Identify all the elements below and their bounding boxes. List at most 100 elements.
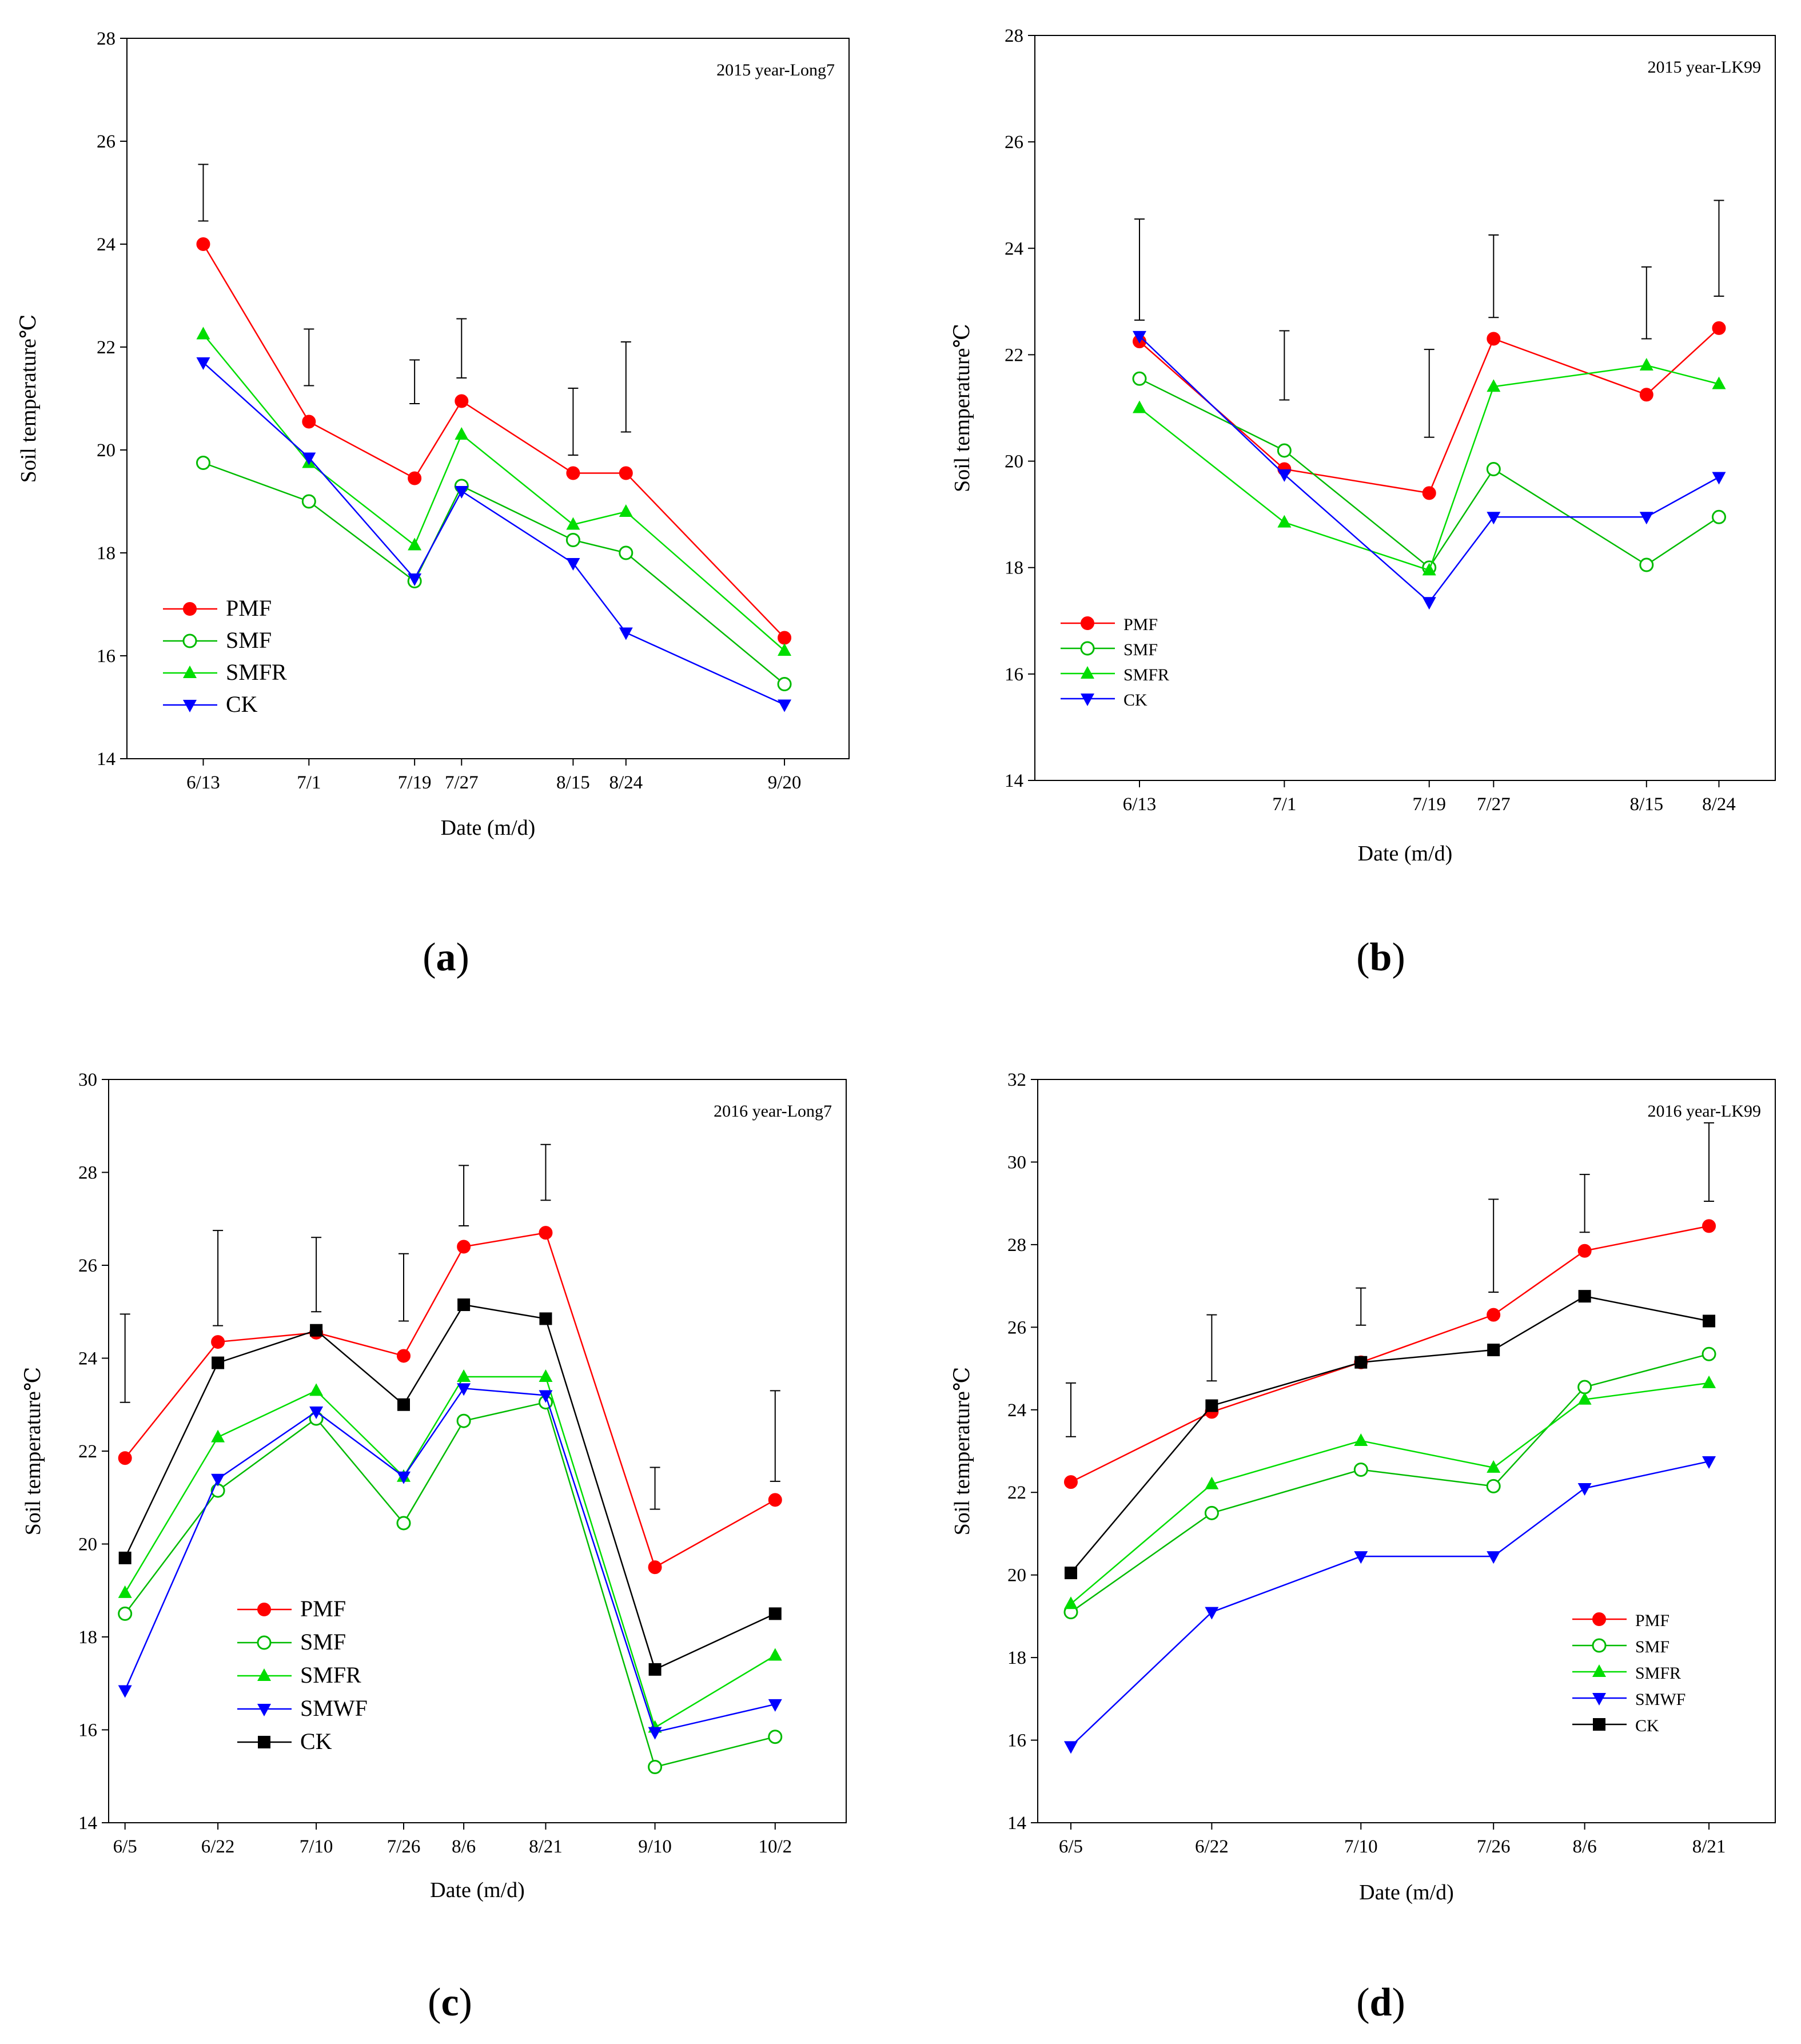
panel-a-xtick-label-4: 8/15 (556, 772, 590, 793)
panel-c-xtick-label-3: 7/26 (387, 1836, 421, 1857)
panel-b-series-smf-point-3 (1486, 462, 1501, 477)
panel-a-series-ck-point-5 (619, 627, 633, 640)
panel-d-ytick-label-3: 20 (1007, 1565, 1026, 1586)
panel-d-legend-smf-label: SMF (1635, 1637, 1669, 1656)
panel-d-series-smf-point-1 (1204, 1505, 1219, 1520)
panel-b-xtick-label-4: 8/15 (1629, 794, 1663, 815)
panel-a-series-smfr-point-3 (455, 427, 469, 440)
panel-c-series-smf-point-7 (768, 1730, 783, 1744)
panel-b-ytick-label-5: 24 (1005, 238, 1023, 259)
panel-c-series-smwf-line (124, 1388, 776, 1734)
panel-c-series-smwf-point-5 (539, 1390, 553, 1403)
panel-a-series-ck (196, 357, 792, 712)
panel-b-ytick-label-4: 22 (1005, 345, 1023, 365)
panel-c-label: (c) (428, 1981, 472, 2025)
panel-b-series-ck-point-1 (1277, 469, 1292, 482)
panel-a-series-ck-point-1 (302, 452, 316, 465)
panel-b-series-smf-point-0 (1132, 371, 1147, 386)
panel-c-series-smf-line (124, 1401, 776, 1768)
panel-c-xtick-label-5: 8/21 (529, 1836, 563, 1857)
panel-c-xtick-label-1: 6/22 (201, 1836, 235, 1857)
panel-d-xtick-label-5: 8/21 (1692, 1836, 1726, 1857)
panel-d-series-smfr-point-0 (1063, 1596, 1078, 1609)
panel-d-series-smf-line (1070, 1353, 1710, 1613)
panel-b-series-smfr (1132, 358, 1726, 576)
panel-b-legend-smf-label: SMF (1123, 640, 1158, 659)
panel-d-error-bar-5 (1704, 1122, 1715, 1202)
panel-c-ytick-label-1: 16 (78, 1720, 97, 1741)
panel-c-xtick-label-6: 9/10 (638, 1836, 672, 1857)
panel-d-series-smwf-point-0 (1063, 1741, 1078, 1754)
panel-d-series-smwf-point-2 (1354, 1551, 1368, 1564)
panel-c-xtick-label-2: 7/10 (300, 1836, 333, 1857)
panel-c-legend-smf-marker (257, 1635, 272, 1650)
panel-c-error-bar-4 (459, 1165, 469, 1226)
panel-c-series-pmf (118, 1226, 782, 1575)
panel-a-error-bar-4 (568, 388, 579, 456)
panel-a-xtick-label-0: 6/13 (186, 772, 220, 793)
panel-c-series-smwf-point-2 (309, 1406, 324, 1419)
panel-c-series-pmf-point-0 (118, 1451, 132, 1465)
panel-a-series-smf-point-5 (619, 545, 633, 560)
panel-a-xtick-label-2: 7/19 (398, 772, 432, 793)
panel-b-ytick-label-6: 26 (1005, 132, 1023, 153)
panel-c-legend-smfr-label: SMFR (300, 1662, 361, 1688)
panel-c-error-bar-6 (650, 1467, 660, 1510)
panel-d-ytick-label-0: 14 (1007, 1813, 1026, 1834)
panel-b-series-ck-point-0 (1132, 330, 1146, 344)
panel-a-series-pmf-point-1 (302, 415, 316, 429)
panel-d-series-ck-point-3 (1487, 1344, 1500, 1357)
panel-c-series-ck-point-5 (539, 1312, 552, 1325)
panel-d-error-bar-2 (1356, 1287, 1366, 1326)
panel-a-legend-smf-marker (182, 633, 197, 648)
panel-a-ytick-label-1: 16 (97, 646, 115, 667)
panel-d-series-pmf-point-5 (1702, 1219, 1716, 1233)
panel-c-series-ck-point-6 (648, 1663, 662, 1676)
panel-c-series-smwf-point-7 (768, 1699, 782, 1712)
panel-c: 14 16 18 20 22 24 26 28 30 6/5 6/22 7/10 7/26 8/6 8/21… (21, 1070, 847, 2025)
panel-d-series-smfr-point-1 (1205, 1476, 1219, 1489)
panel-d-error-bar-4 (1579, 1174, 1590, 1233)
panel-c-legend-smf-label: SMF (300, 1629, 346, 1655)
panel-c-series-smwf-point-3 (397, 1471, 411, 1484)
panel-d-plot: 14 16 18 20 22 24 26 28 30 32 6/5 6/22 7/10 7/26 8/6 8/… (950, 1070, 1776, 1904)
panel-d-series-ck-point-0 (1064, 1567, 1077, 1580)
panel-c-series-smfr-point-5 (539, 1369, 553, 1382)
panel-c-legend: PMF SMF SMFR SMWF CK (237, 1596, 368, 1754)
panel-b-ytick-label-7: 28 (1005, 26, 1023, 46)
panel-d-series-smfr-point-4 (1577, 1392, 1592, 1405)
panel-c-series-ck-point-2 (310, 1324, 323, 1337)
panel-d-series-ck-point-1 (1205, 1399, 1218, 1412)
panel-d-series-smf-point-4 (1577, 1380, 1592, 1394)
panel-a-series-pmf-point-6 (778, 631, 792, 645)
panel-c-series-smwf-point-0 (118, 1685, 132, 1698)
panel-d-legend-ck-marker (1593, 1718, 1605, 1731)
panel-b-xlabel: Date (m/d) (1358, 842, 1453, 866)
panel-c-series-ck-line (124, 1304, 776, 1671)
panel-d-xtick-label-4: 8/6 (1573, 1836, 1597, 1857)
panel-a-frame (126, 38, 850, 759)
panel-b-series-smfr-line (1139, 364, 1719, 571)
panel-b-series-smf-point-4 (1639, 557, 1654, 572)
panel-d-ytick-label-8: 30 (1007, 1152, 1026, 1173)
panel-b-series-smf-point-1 (1277, 443, 1292, 458)
panel-b-series-pmf-point-2 (1422, 486, 1436, 500)
panel-d-series-pmf-point-4 (1577, 1244, 1592, 1258)
panel-b-error-bar-0 (1134, 218, 1145, 321)
panel-b-error-bar-5 (1714, 200, 1724, 297)
panel-d-series-smwf-line (1070, 1460, 1710, 1747)
panel-c-plot: 14 16 18 20 22 24 26 28 30 6/5 6/22 7/10 7/26 8/6 8/21… (21, 1070, 847, 1902)
panel-b-series-ck-point-2 (1422, 597, 1436, 610)
panel-a-error-bar-2 (409, 359, 420, 404)
panel-c-series-smfr-point-1 (211, 1429, 225, 1443)
panel-d-legend-pmf-label: PMF (1635, 1611, 1669, 1630)
panel-d-series-smfr-point-3 (1487, 1460, 1501, 1473)
panel-a-annotation: 2015 year-Long7 (716, 61, 835, 79)
panel-c-series-ck-point-0 (118, 1551, 132, 1564)
panel-a-legend: PMF SMF SMFR CK (163, 595, 287, 717)
panel-b-ylabel: Soil temperature℃ (950, 324, 974, 492)
panel-d-ytick-label-7: 28 (1007, 1235, 1026, 1256)
panel-a-legend-ck-marker (183, 700, 197, 712)
panel-a-series-pmf-point-3 (455, 394, 469, 408)
panel-d-frame (1037, 1079, 1776, 1823)
